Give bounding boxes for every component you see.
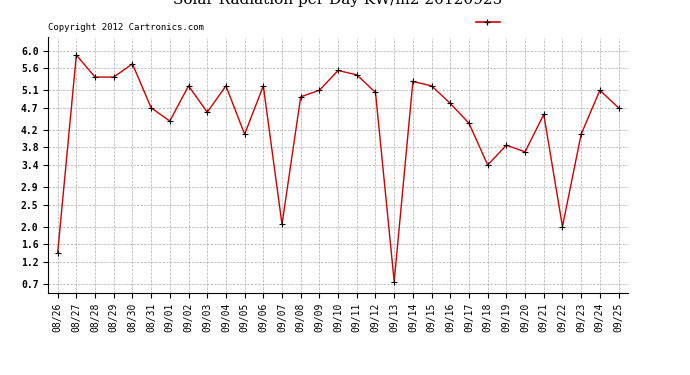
Text: Copyright 2012 Cartronics.com: Copyright 2012 Cartronics.com [48, 23, 204, 32]
Title: Solar Radiation per Day KW/m2 20120925: Solar Radiation per Day KW/m2 20120925 [173, 0, 503, 7]
